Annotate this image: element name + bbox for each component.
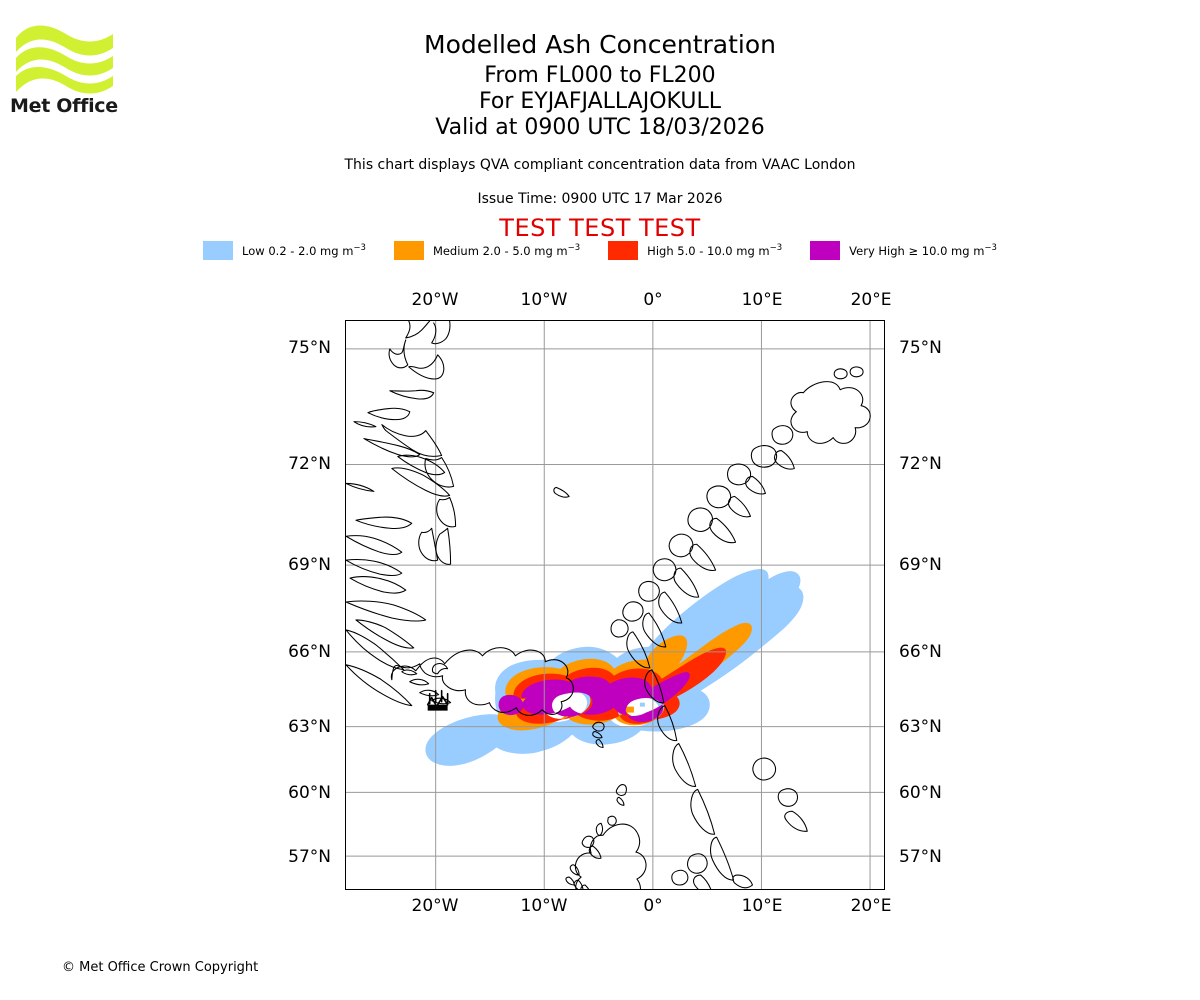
lat-tick-right-72N: 72°N [899, 454, 942, 474]
lon-tick-bottom-10W: 10°W [520, 896, 568, 916]
lon-tick-top-20W: 20°W [411, 290, 459, 310]
lon-tick-top-20E: 20°E [850, 290, 892, 310]
map-canvas [346, 321, 884, 889]
coastline-shetland [615, 784, 627, 806]
legend-label-very-high: Very High ≥ 10.0 mg m−3 [849, 243, 997, 258]
met-office-wave-icon [16, 25, 113, 94]
concentration-legend: Low 0.2 - 2.0 mg m−3 Medium 2.0 - 5.0 mg… [0, 241, 1200, 260]
met-office-logo-text: Met Office [10, 95, 118, 117]
coastline-orkney [607, 815, 617, 826]
lon-tick-bottom-0: 0° [643, 896, 663, 916]
legend-swatch-low [203, 241, 234, 260]
lat-tick-right-60N: 60°N [899, 783, 942, 803]
legend-label-high: High 5.0 - 10.0 mg m−3 [647, 243, 783, 258]
legend-label-low: Low 0.2 - 2.0 mg m−3 [242, 243, 366, 258]
legend-item-very-high: Very High ≥ 10.0 mg m−3 [810, 241, 997, 260]
lat-tick-left-63N: 63°N [288, 717, 331, 737]
coastline-bear-island [849, 366, 864, 378]
lon-tick-top-10W: 10°W [520, 290, 568, 310]
lat-tick-right-66N: 66°N [899, 642, 942, 662]
legend-swatch-high [608, 241, 639, 260]
legend-swatch-very-high [810, 241, 841, 260]
coastline-denmark [671, 853, 712, 889]
coastline-norwegian-isles [833, 368, 848, 380]
test-banner: TEST TEST TEST [499, 214, 701, 242]
lat-tick-right-63N: 63°N [899, 717, 942, 737]
map-container: 20°W 10°W 0° 10°E 20°E 20°W 10°W 0° 10°E… [288, 290, 942, 916]
met-office-logo: Met Office [10, 22, 130, 117]
legend-item-high: High 5.0 - 10.0 mg m−3 [608, 241, 782, 260]
legend-item-low: Low 0.2 - 2.0 mg m−3 [203, 241, 366, 260]
lat-tick-left-75N: 75°N [288, 338, 331, 358]
lat-tick-right-75N: 75°N [899, 338, 942, 358]
lon-tick-bottom-20W: 20°W [411, 896, 459, 916]
coastline-faroes [592, 721, 605, 749]
volcano-name: For EYJAFJALLAJOKULL [479, 89, 721, 114]
issue-time: Issue Time: 0900 UTC 17 Mar 2026 [477, 191, 723, 207]
map-plot-frame [345, 320, 885, 890]
lat-tick-left-57N: 57°N [288, 847, 331, 867]
lon-tick-bottom-10E: 10°E [741, 896, 783, 916]
coastline-britain [565, 822, 647, 889]
lat-tick-left-60N: 60°N [288, 783, 331, 803]
legend-swatch-medium [393, 241, 424, 260]
lat-tick-left-69N: 69°N [288, 555, 331, 575]
volcano-marker-icon [426, 689, 449, 711]
lat-tick-right-69N: 69°N [899, 555, 942, 575]
chart-title: Modelled Ash Concentration [424, 30, 776, 59]
lat-tick-left-72N: 72°N [288, 454, 331, 474]
lon-tick-top-10E: 10°E [741, 290, 783, 310]
coastline-greenland [346, 321, 457, 707]
qva-note: This chart displays QVA compliant concen… [344, 157, 856, 173]
coastline-scandinavia [610, 381, 871, 889]
map-gridlines [346, 321, 884, 889]
copyright-notice: © Met Office Crown Copyright [62, 960, 259, 975]
valid-time: Valid at 0900 UTC 18/03/2026 [435, 115, 765, 140]
lat-tick-left-66N: 66°N [288, 642, 331, 662]
flight-level-range: From FL000 to FL200 [484, 63, 716, 88]
lon-tick-top-0: 0° [643, 290, 663, 310]
lon-tick-bottom-20E: 20°E [850, 896, 892, 916]
coastlines [346, 321, 871, 889]
legend-item-medium: Medium 2.0 - 5.0 mg m−3 [393, 241, 581, 260]
coastline-iceland [390, 647, 574, 716]
lat-tick-right-57N: 57°N [899, 847, 942, 867]
ash-contour-low [425, 568, 804, 766]
coastline-jan-mayen [553, 486, 570, 498]
legend-label-medium: Medium 2.0 - 5.0 mg m−3 [432, 243, 581, 258]
